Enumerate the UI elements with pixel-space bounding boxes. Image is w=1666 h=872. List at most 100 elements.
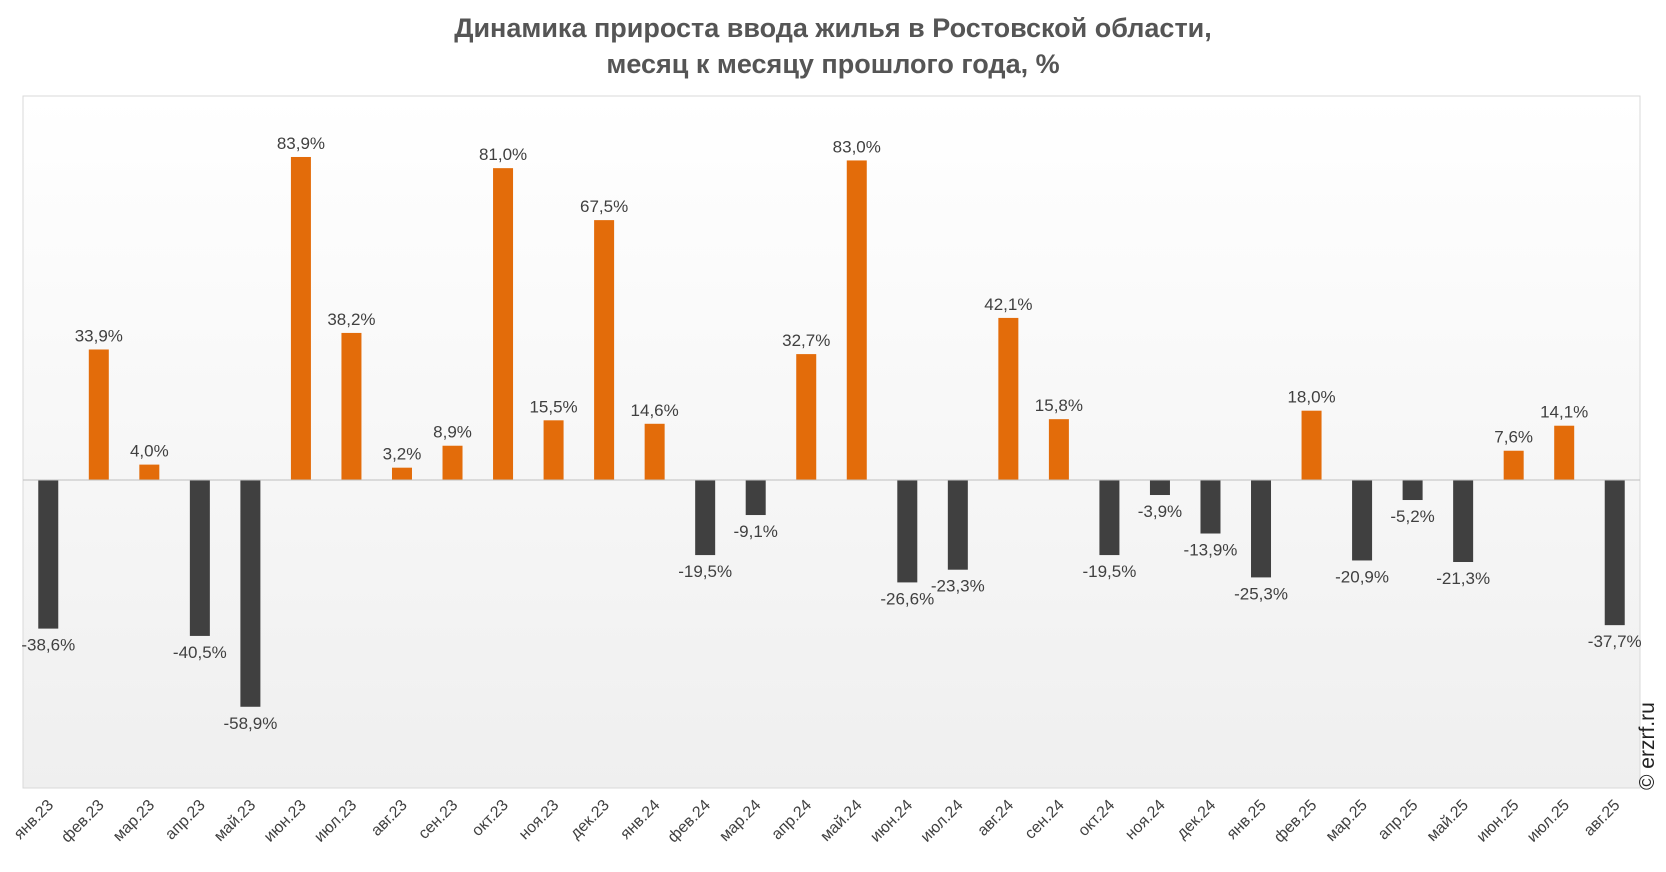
x-tick-label: июн.24	[867, 797, 916, 846]
data-label: -21,3%	[1436, 569, 1490, 588]
x-tick-label: дек.23	[567, 797, 613, 843]
bar-мар.25	[1352, 480, 1373, 561]
x-tick-label: окт.23	[469, 797, 512, 840]
x-tick-label: янв.23	[11, 797, 57, 843]
x-tick-label: июл.23	[311, 797, 360, 846]
bar-окт.23	[493, 168, 514, 480]
data-label: 67,5%	[580, 197, 628, 216]
data-label: -13,9%	[1184, 541, 1238, 560]
data-label: -25,3%	[1234, 584, 1288, 603]
chart-title-line1: Динамика прироста ввода жилья в Ростовск…	[454, 13, 1212, 43]
x-tick-label: апр.24	[769, 797, 816, 844]
data-label: -3,9%	[1138, 502, 1182, 521]
x-tick-label: сен.23	[415, 797, 461, 843]
bar-авг.25	[1604, 480, 1625, 626]
bar-мар.24	[745, 480, 766, 516]
data-label: 83,9%	[277, 134, 325, 153]
x-tick-label: фев.25	[1271, 797, 1320, 846]
bar-фев.23	[88, 349, 109, 480]
bar-июл.23	[341, 332, 362, 480]
x-tick-label: мар.25	[1323, 797, 1371, 845]
bar-сен.23	[442, 445, 463, 480]
data-label: 14,6%	[631, 401, 679, 420]
data-label: -26,6%	[880, 589, 934, 608]
data-label: 81,0%	[479, 145, 527, 164]
data-label: 38,2%	[327, 310, 375, 329]
bar-мар.23	[139, 464, 160, 480]
data-label: -9,1%	[733, 522, 777, 541]
x-tick-label: янв.25	[1224, 797, 1270, 843]
data-label: -20,9%	[1335, 567, 1389, 586]
bar-май.24	[846, 160, 867, 480]
bar-май.25	[1453, 480, 1474, 563]
chart-title-line2: месяц к месяцу прошлого года, %	[606, 49, 1060, 79]
data-label: -38,6%	[21, 636, 75, 655]
bar-июн.23	[290, 156, 311, 481]
data-label: 7,6%	[1494, 428, 1533, 447]
x-tick-label: мар.23	[110, 797, 158, 845]
bar-ноя.24	[1149, 480, 1170, 496]
data-label: 4,0%	[130, 442, 169, 461]
chart-title: Динамика прироста ввода жилья в Ростовск…	[0, 10, 1666, 82]
copyright-credit: © erzrf.ru	[1636, 702, 1659, 790]
data-label: -19,5%	[1082, 562, 1136, 581]
data-label: -19,5%	[678, 562, 732, 581]
x-tick-label: окт.24	[1075, 797, 1118, 840]
bar-июл.24	[947, 480, 968, 570]
bar-авг.24	[998, 317, 1019, 480]
plot-area	[22, 95, 1641, 789]
data-label: 14,1%	[1540, 403, 1588, 422]
x-tick-label: апр.25	[1375, 797, 1422, 844]
bar-апр.24	[796, 354, 817, 480]
data-label: 18,0%	[1287, 388, 1335, 407]
data-label: 42,1%	[984, 295, 1032, 314]
data-label: 32,7%	[782, 331, 830, 350]
x-tick-label: янв.24	[617, 797, 663, 843]
x-tick-label: авг.24	[974, 797, 1017, 840]
bar-авг.23	[391, 467, 412, 480]
x-tick-label: сен.24	[1022, 797, 1068, 843]
bar-июн.25	[1503, 450, 1524, 480]
x-tick-label: фев.24	[665, 797, 714, 846]
bar-июл.25	[1554, 425, 1575, 480]
bar-окт.24	[1099, 480, 1120, 556]
data-label: 33,9%	[75, 326, 123, 345]
x-tick-label: авг.23	[368, 797, 411, 840]
x-tick-label: июл.25	[1524, 797, 1573, 846]
x-tick-label: мар.24	[716, 797, 764, 845]
data-label: -23,3%	[931, 577, 985, 596]
x-tick-label: ноя.23	[516, 797, 562, 843]
bar-июн.24	[897, 480, 918, 583]
data-label: -37,7%	[1588, 632, 1642, 651]
data-label: 15,8%	[1035, 396, 1083, 415]
data-label: 83,0%	[833, 137, 881, 156]
data-label: -5,2%	[1390, 507, 1434, 526]
data-label: 3,2%	[383, 445, 422, 464]
x-tick-label: апр.23	[162, 797, 209, 844]
x-tick-label: ноя.24	[1122, 797, 1168, 843]
bar-янв.23	[38, 480, 59, 629]
bar-апр.23	[189, 480, 210, 636]
x-tick-label: дек.24	[1174, 797, 1220, 843]
bar-фев.24	[695, 480, 716, 556]
bar-дек.23	[594, 220, 615, 480]
bar-май.23	[240, 480, 261, 707]
data-label: 8,9%	[433, 423, 472, 442]
x-tick-label: май.24	[817, 797, 865, 845]
x-tick-label: авг.25	[1581, 797, 1624, 840]
bar-янв.24	[644, 423, 665, 480]
bar-фев.25	[1301, 410, 1322, 480]
bar-дек.24	[1200, 480, 1221, 534]
bar-сен.24	[1048, 419, 1069, 480]
x-tick-label: июл.24	[918, 797, 967, 846]
bar-апр.25	[1402, 480, 1423, 501]
x-tick-label: май.25	[1424, 797, 1472, 845]
bar-ноя.23	[543, 420, 564, 480]
bar-янв.25	[1251, 480, 1272, 578]
x-tick-label: фев.23	[58, 797, 107, 846]
data-label: 15,5%	[529, 397, 577, 416]
x-tick-label: май.23	[211, 797, 259, 845]
data-label: -40,5%	[173, 643, 227, 662]
data-label: -58,9%	[223, 714, 277, 733]
